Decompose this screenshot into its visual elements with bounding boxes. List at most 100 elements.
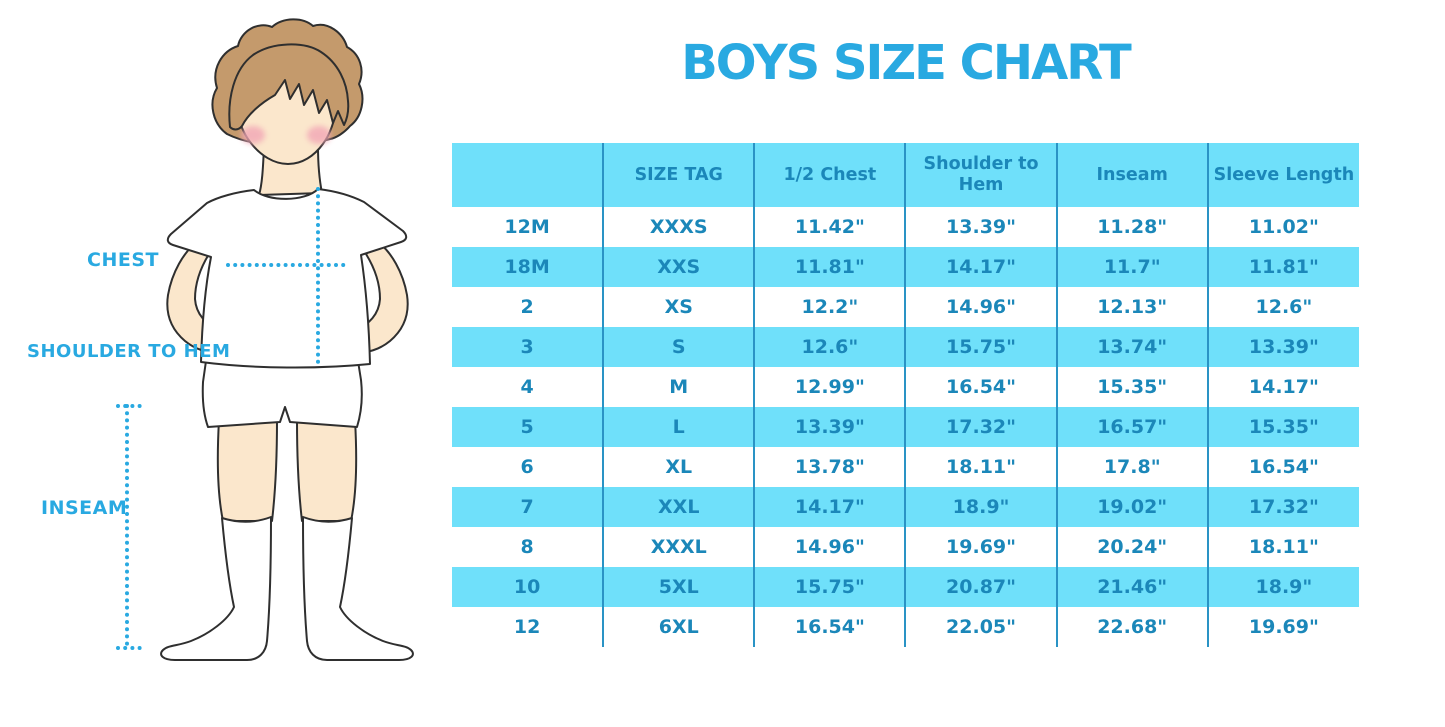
left-leg	[216, 419, 278, 522]
cell-shoulder-to-hem: 15.75"	[904, 327, 1057, 367]
cell-half-chest: 14.96"	[753, 527, 906, 567]
cell-half-chest: 14.17"	[753, 487, 906, 527]
size-row-12M: 12M XXXS 11.42" 13.39" 11.28" 11.02"	[452, 207, 1359, 247]
cell-size: 3	[452, 327, 604, 367]
cell-size: 7	[452, 487, 604, 527]
cell-half-chest: 13.78"	[753, 447, 906, 487]
shoulder-to-hem-label: SHOULDER TO HEM	[27, 341, 231, 362]
cell-sleeve-length: 12.6"	[1206, 287, 1359, 327]
column-header-half-chest: 1/2 Chest	[753, 143, 906, 207]
column-header-shoulder-to-hem: Shoulder to Hem	[904, 143, 1057, 207]
cell-shoulder-to-hem: 14.17"	[904, 247, 1057, 287]
cell-size: 8	[520, 536, 534, 558]
right-sock	[302, 516, 414, 661]
t-shirt	[166, 188, 408, 369]
cell-inseam: 19.02"	[1055, 487, 1208, 527]
cell-inseam: 16.57"	[1055, 407, 1208, 447]
cell-inseam: 11.7"	[1055, 247, 1208, 287]
cell-half-chest: 12.2"	[753, 287, 906, 327]
cell-size: 12M	[504, 216, 550, 238]
cell-half-chest: 16.54"	[753, 607, 906, 647]
column-header-inseam: Inseam	[1055, 143, 1208, 207]
cell-size-tag: XXXS	[602, 207, 755, 247]
cell-half-chest: 13.39"	[753, 407, 906, 447]
cell-size: 2	[520, 296, 534, 318]
cell-inseam: 22.68"	[1055, 607, 1208, 647]
size-table-header: SIZE TAG 1/2 Chest Shoulder to Hem Inseam Sl…	[452, 143, 1359, 207]
cell-size-tag: XXS	[602, 247, 755, 287]
cell-half-chest: 15.75"	[753, 567, 906, 607]
cell-size-tag: S	[602, 327, 755, 367]
cell-sleeve-length: 11.81"	[1206, 247, 1359, 287]
header-row: SIZE TAG 1/2 Chest Shoulder to Hem Inseam Sl…	[452, 143, 1359, 207]
size-row-7: 7 XXL 14.17" 18.9" 19.02" 17.32"	[452, 487, 1359, 527]
cell-inseam: 15.35"	[1055, 367, 1208, 407]
cell-size-tag: XXXL	[602, 527, 755, 567]
cell-size-tag: XXL	[602, 487, 755, 527]
cell-size-tag: XS	[602, 287, 755, 327]
cell-half-chest: 12.6"	[753, 327, 906, 367]
boy-illustration	[116, 18, 414, 661]
size-row-10: 10 5XL 15.75" 20.87" 21.46" 18.9"	[452, 567, 1359, 607]
size-row-3: 3 S 12.6" 15.75" 13.74" 13.39"	[452, 327, 1359, 367]
size-row-2: 2 XS 12.2" 14.96" 12.13" 12.6"	[452, 287, 1359, 327]
right-cheek	[307, 126, 331, 144]
cell-size-tag: L	[602, 407, 755, 447]
cell-shoulder-to-hem: 22.05"	[904, 607, 1057, 647]
cell-size-tag: M	[602, 367, 755, 407]
cell-inseam: 11.28"	[1055, 207, 1208, 247]
cell-shoulder-to-hem: 18.9"	[904, 487, 1057, 527]
cell-sleeve-length: 13.39"	[1206, 327, 1359, 367]
cell-shoulder-to-hem: 20.87"	[904, 567, 1057, 607]
right-leg	[296, 419, 358, 522]
cell-shoulder-to-hem: 18.11"	[904, 447, 1057, 487]
column-header-sleeve-length: Sleeve Length	[1206, 143, 1359, 207]
cell-size: 6	[520, 456, 534, 478]
size-row-12: 12 6XL 16.54" 22.05" 22.68" 19.69"	[452, 607, 1359, 647]
cell-inseam: 17.8"	[1055, 447, 1208, 487]
chest-label: CHEST	[87, 249, 159, 271]
cell-shoulder-to-hem: 13.39"	[904, 207, 1057, 247]
size-row-4: 4 M 12.99" 16.54" 15.35" 14.17"	[452, 367, 1359, 407]
cell-inseam: 12.13"	[1055, 287, 1208, 327]
cell-sleeve-length: 17.32"	[1206, 487, 1359, 527]
size-row-6: 6 XL 13.78" 18.11" 17.8" 16.54"	[452, 447, 1359, 487]
column-header-size-tag: SIZE TAG	[602, 143, 755, 207]
cell-half-chest: 11.81"	[753, 247, 906, 287]
cell-sleeve-length: 11.02"	[1206, 207, 1359, 247]
cell-sleeve-length: 16.54"	[1206, 447, 1359, 487]
cell-half-chest: 12.99"	[753, 367, 906, 407]
cell-size: 10	[452, 567, 604, 607]
size-row-18M: 18M XXS 11.81" 14.17" 11.7" 11.81"	[452, 247, 1359, 287]
cell-size-tag: XL	[602, 447, 755, 487]
page-title: BOYS SIZE CHART	[681, 35, 1132, 91]
cell-inseam: 13.74"	[1055, 327, 1208, 367]
hair-fringe	[228, 43, 350, 131]
cell-size: 18M	[452, 247, 604, 287]
size-row-8: 8 XXXL 14.96" 19.69" 20.24" 18.11"	[452, 527, 1359, 567]
cell-half-chest: 11.42"	[753, 207, 906, 247]
shorts	[201, 360, 363, 428]
cell-size: 5	[452, 407, 604, 447]
cell-sleeve-length: 18.11"	[1206, 527, 1359, 567]
cell-shoulder-to-hem: 16.54"	[904, 367, 1057, 407]
size-table: SIZE TAG 1/2 Chest Shoulder to Hem Inseam Sl…	[452, 143, 1359, 647]
cell-sleeve-length: 15.35"	[1206, 407, 1359, 447]
inseam-label: INSEAM	[41, 497, 128, 519]
cell-size: 12	[513, 616, 541, 638]
cell-shoulder-to-hem: 17.32"	[904, 407, 1057, 447]
column-header-size	[452, 143, 604, 207]
cell-inseam: 21.46"	[1055, 567, 1208, 607]
cell-size-tag: 5XL	[602, 567, 755, 607]
measurement-figure: CHEST SHOULDER TO HEM INSEAM	[0, 0, 450, 723]
left-cheek	[241, 126, 265, 144]
size-row-5: 5 L 13.39" 17.32" 16.57" 15.35"	[452, 407, 1359, 447]
cell-sleeve-length: 14.17"	[1206, 367, 1359, 407]
cell-inseam: 20.24"	[1055, 527, 1208, 567]
left-sock	[160, 516, 272, 661]
cell-shoulder-to-hem: 19.69"	[904, 527, 1057, 567]
size-table-body: 12M XXXS 11.42" 13.39" 11.28" 11.02" 18M XXS 11.…	[452, 207, 1359, 647]
cell-sleeve-length: 19.69"	[1206, 607, 1359, 647]
cell-sleeve-length: 18.9"	[1206, 567, 1359, 607]
